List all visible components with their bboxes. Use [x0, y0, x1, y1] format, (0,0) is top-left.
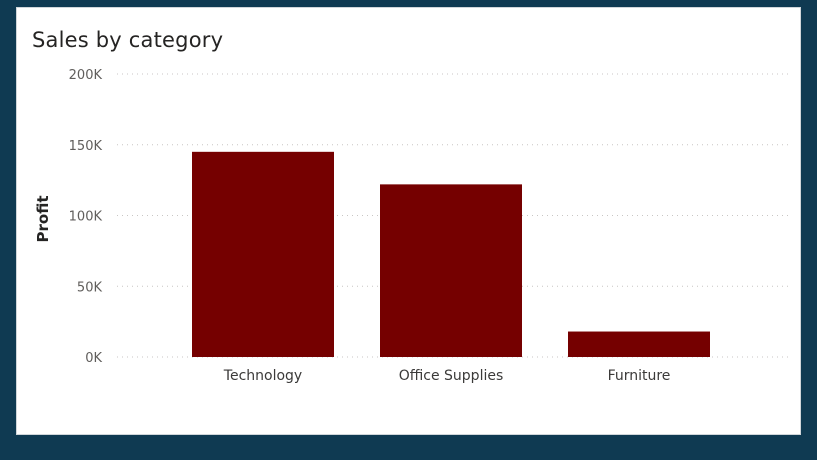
chart-card: Sales by category 0K 50K 100K 150K 200K Tech…: [17, 8, 800, 434]
y-tick-label: 150K: [69, 139, 103, 154]
y-axis-title: Profit: [34, 196, 52, 243]
bar-technology[interactable]: [192, 151, 334, 357]
bar-furniture[interactable]: [568, 331, 710, 357]
y-tick-label: 50K: [77, 280, 103, 295]
x-category-label: Office Supplies: [399, 368, 504, 384]
bar-office-supplies[interactable]: [380, 184, 522, 357]
bar-chart: 0K 50K 100K 150K 200K Technology Office Suppl…: [34, 68, 792, 384]
x-category-label: Furniture: [608, 368, 671, 384]
y-tick-label: 0K: [85, 351, 102, 366]
chart-title: Sales by category: [32, 28, 224, 52]
y-tick-label: 100K: [69, 210, 103, 225]
x-category-label: Technology: [223, 368, 302, 384]
y-tick-label: 200K: [69, 68, 103, 83]
